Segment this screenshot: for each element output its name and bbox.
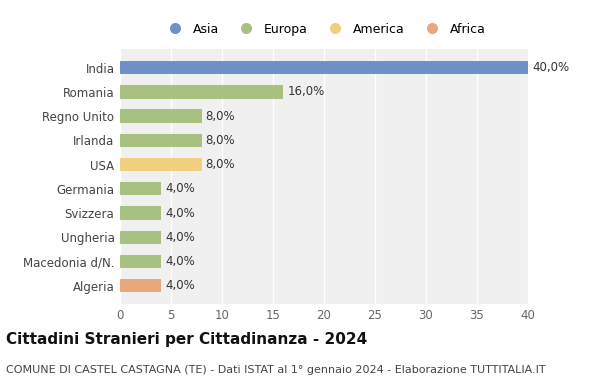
Legend: Asia, Europa, America, Africa: Asia, Europa, America, Africa	[160, 20, 488, 38]
Bar	[120, 85, 283, 98]
Bar	[120, 134, 202, 147]
Text: 4,0%: 4,0%	[165, 182, 194, 195]
Bar	[120, 182, 161, 195]
Text: 40,0%: 40,0%	[532, 61, 569, 74]
Text: 8,0%: 8,0%	[206, 158, 235, 171]
Bar	[120, 206, 161, 220]
Text: 4,0%: 4,0%	[165, 279, 194, 292]
Bar	[120, 109, 202, 123]
Bar	[120, 255, 161, 268]
Bar	[120, 158, 202, 171]
Text: Cittadini Stranieri per Cittadinanza - 2024: Cittadini Stranieri per Cittadinanza - 2…	[6, 332, 367, 347]
Text: 8,0%: 8,0%	[206, 134, 235, 147]
Bar	[120, 231, 161, 244]
Text: 4,0%: 4,0%	[165, 255, 194, 268]
Text: 8,0%: 8,0%	[206, 109, 235, 123]
Text: 4,0%: 4,0%	[165, 231, 194, 244]
Bar	[120, 279, 161, 293]
Text: 4,0%: 4,0%	[165, 207, 194, 220]
Bar	[120, 61, 528, 74]
Text: 16,0%: 16,0%	[287, 86, 325, 98]
Text: COMUNE DI CASTEL CASTAGNA (TE) - Dati ISTAT al 1° gennaio 2024 - Elaborazione TU: COMUNE DI CASTEL CASTAGNA (TE) - Dati IS…	[6, 365, 545, 375]
